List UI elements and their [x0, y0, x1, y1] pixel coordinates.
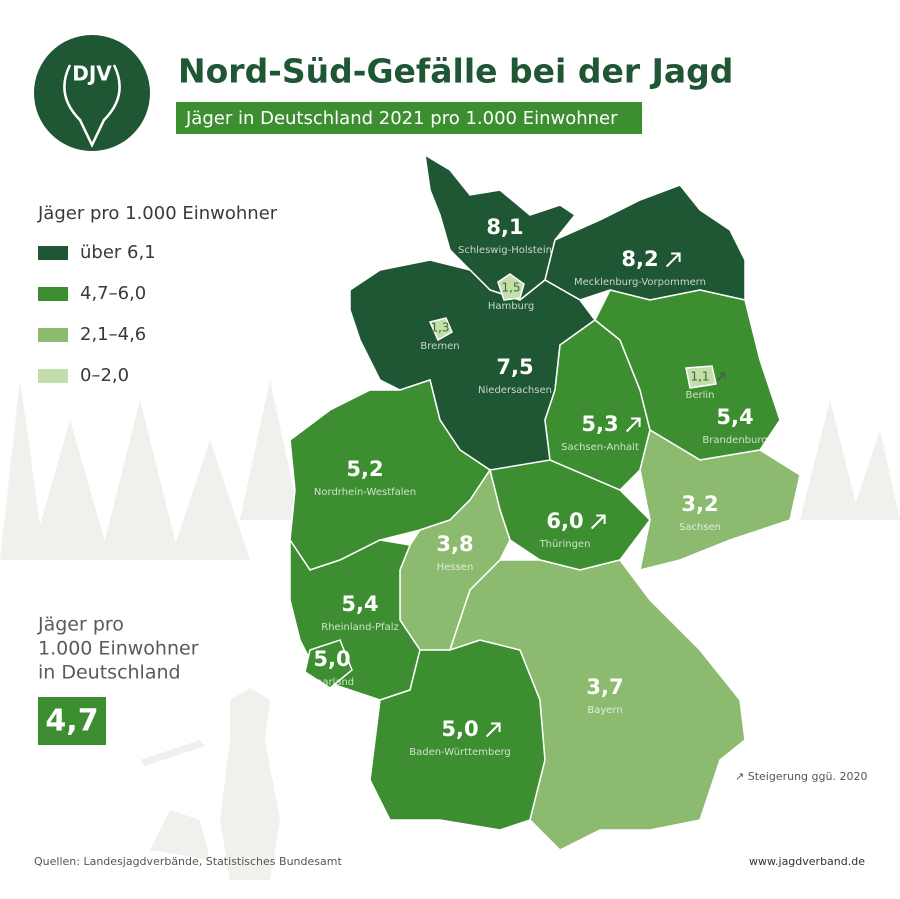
state-value: 5,4	[341, 592, 378, 616]
legend-label: 0–2,0	[80, 365, 129, 386]
state-name: Berlin	[685, 390, 714, 401]
state-value: 3,7	[586, 675, 623, 699]
state	[428, 317, 453, 342]
national-value: 4,7	[45, 704, 98, 739]
legend-swatch	[38, 246, 68, 260]
state-name: Saarland	[310, 677, 354, 688]
state-name: Hamburg	[488, 301, 534, 312]
title: Nord-Süd-Gefälle bei der Jagd	[178, 52, 733, 91]
national-value-box	[38, 697, 106, 745]
legend-title: Jäger pro 1.000 Einwohner	[37, 203, 278, 224]
state-value: 5,0	[441, 717, 478, 741]
state-value: 1,5	[501, 281, 520, 295]
legend-swatch	[38, 369, 68, 383]
state-name: Bremen	[420, 341, 459, 352]
increase-arrow	[665, 252, 681, 268]
increase-arrow	[625, 417, 641, 433]
national-label: in Deutschland	[38, 662, 181, 684]
state	[497, 273, 525, 301]
state-value: 1,1	[690, 370, 709, 384]
state-name: Baden-Württemberg	[409, 747, 511, 758]
state-value: 7,5	[496, 355, 533, 379]
state-value: 3,8	[436, 532, 473, 556]
state-name: Hessen	[437, 562, 474, 573]
state-value: 3,2	[681, 492, 718, 516]
logo-circle	[34, 35, 150, 151]
map	[289, 153, 801, 851]
website: www.jagdverband.de	[749, 855, 865, 868]
national-label: 1.000 Einwohner	[38, 638, 199, 660]
state-name: Nordrhein-Westfalen	[314, 487, 416, 498]
state	[639, 428, 801, 572]
state-name: Schleswig-Holstein	[458, 245, 552, 256]
legend-swatch	[38, 287, 68, 301]
state-name: Rheinland-Pfalz	[321, 622, 398, 633]
subtitle-box	[176, 102, 642, 134]
subtitle: Jäger in Deutschland 2021 pro 1.000 Einw…	[185, 108, 618, 129]
state-name: Sachsen	[679, 522, 721, 533]
sources: Quellen: Landesjagdverbände, Statistisch…	[34, 855, 342, 868]
state-name: Niedersachsen	[478, 385, 552, 396]
state-name: Bayern	[587, 705, 622, 716]
legend-label: über 6,1	[80, 242, 156, 263]
background-trees	[0, 380, 900, 880]
legend-label: 2,1–4,6	[80, 324, 146, 345]
state-value: 8,1	[486, 215, 523, 239]
state-value: 5,0	[313, 647, 350, 671]
state-name: Sachsen-Anhalt	[561, 442, 639, 453]
footnote: ↗ Steigerung ggü. 2020	[735, 770, 867, 783]
logo-antlers	[63, 64, 121, 148]
increase-arrow	[590, 514, 606, 530]
map-labels: 8,1 Schleswig-Holstein 1,5 Hamburg 8,2 Meckle…	[310, 215, 768, 758]
legend-label: 4,7–6,0	[80, 283, 146, 304]
state-value: 5,3	[581, 412, 618, 436]
legend: über 6,1 4,7–6,0 2,1–4,6 0–2,0	[38, 242, 156, 386]
logo-text: DJV	[72, 62, 112, 86]
legend-swatch	[38, 328, 68, 342]
state	[448, 559, 746, 851]
state	[304, 639, 353, 689]
state	[685, 365, 717, 389]
state-value: 5,4	[716, 405, 753, 429]
state-value: 5,2	[346, 457, 383, 481]
state-name: Mecklenburg-Vorpommern	[574, 277, 706, 288]
state-value: 6,0	[546, 509, 583, 533]
increase-arrow	[485, 722, 501, 738]
state-name: Thüringen	[539, 539, 591, 550]
state-name: Brandenburg	[702, 435, 767, 446]
state-value: 1,3	[430, 321, 449, 335]
national-label: Jäger pro	[37, 614, 124, 636]
state-value: 8,2	[621, 247, 658, 271]
increase-arrow	[716, 372, 726, 382]
